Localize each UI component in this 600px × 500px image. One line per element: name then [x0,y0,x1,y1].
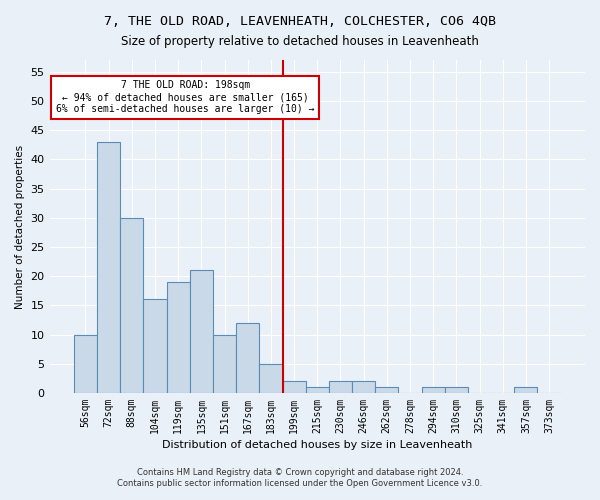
Bar [236,323,259,393]
Y-axis label: Number of detached properties: Number of detached properties [15,144,25,308]
Bar [305,387,329,393]
Bar [259,364,283,393]
Text: 7 THE OLD ROAD: 198sqm
← 94% of detached houses are smaller (165)
6% of semi-det: 7 THE OLD ROAD: 198sqm ← 94% of detached… [56,80,314,114]
Bar [283,382,305,393]
Bar [445,387,468,393]
Bar [422,387,445,393]
Bar [375,387,398,393]
Text: Size of property relative to detached houses in Leavenheath: Size of property relative to detached ho… [121,35,479,48]
Bar [120,218,143,393]
Bar [74,334,97,393]
Bar [213,334,236,393]
Text: 7, THE OLD ROAD, LEAVENHEATH, COLCHESTER, CO6 4QB: 7, THE OLD ROAD, LEAVENHEATH, COLCHESTER… [104,15,496,28]
Bar [514,387,538,393]
Text: Contains HM Land Registry data © Crown copyright and database right 2024.
Contai: Contains HM Land Registry data © Crown c… [118,468,482,487]
Bar [329,382,352,393]
Bar [190,270,213,393]
X-axis label: Distribution of detached houses by size in Leavenheath: Distribution of detached houses by size … [162,440,472,450]
Bar [167,282,190,393]
Bar [97,142,120,393]
Bar [352,382,375,393]
Bar [143,300,167,393]
